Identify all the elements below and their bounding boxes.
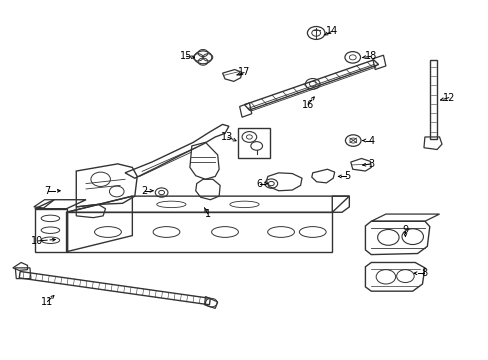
Text: 17: 17 (238, 67, 250, 77)
Text: 4: 4 (367, 136, 374, 145)
Text: 12: 12 (442, 93, 454, 103)
Text: 15: 15 (180, 51, 192, 61)
Text: 7: 7 (44, 186, 50, 196)
Text: 3: 3 (367, 159, 374, 169)
Text: 13: 13 (221, 132, 233, 142)
Text: 2: 2 (141, 186, 147, 196)
Bar (238, 128, 269, 158)
Text: 9: 9 (402, 225, 407, 235)
Text: 1: 1 (204, 209, 210, 219)
Text: 14: 14 (325, 26, 338, 36)
Text: 6: 6 (256, 179, 262, 189)
Text: 8: 8 (421, 268, 427, 278)
Text: 16: 16 (301, 100, 313, 110)
Text: 5: 5 (343, 171, 349, 181)
Text: 18: 18 (365, 51, 377, 61)
Text: 10: 10 (31, 236, 43, 246)
Text: 11: 11 (41, 297, 53, 307)
